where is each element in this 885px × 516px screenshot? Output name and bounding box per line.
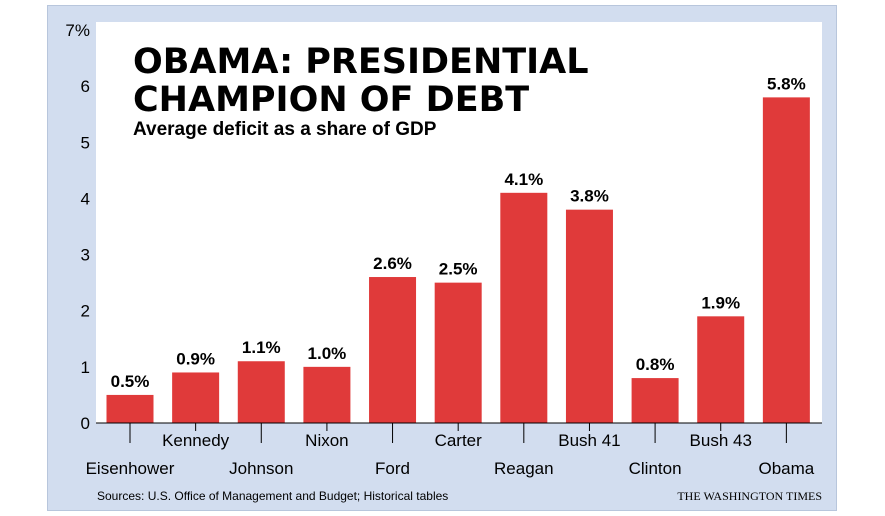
category-label: Ford — [375, 459, 410, 478]
value-label: 4.1% — [504, 170, 543, 189]
bar-bush-41 — [565, 209, 613, 423]
y-tick-label: 5 — [81, 133, 90, 152]
y-tick-label: 4 — [81, 189, 90, 208]
category-label: Nixon — [305, 431, 348, 450]
value-label: 2.6% — [373, 254, 412, 273]
value-labels: 0.5% 0.9% 1.1% 1.0% 2.6% 2.5% 4.1% 3.8% 0.8% 1.9%… — [111, 74, 806, 391]
bar-clinton — [631, 378, 679, 423]
chart-title-line-2: CHAMPION OF DEBT — [133, 80, 529, 120]
value-label: 1.9% — [701, 293, 740, 312]
x-axis-categories: Eisenhower Kennedy Johnson Nixon Ford Carter R… — [86, 431, 815, 478]
category-label: Obama — [758, 459, 814, 478]
value-label: 1.0% — [308, 344, 347, 363]
value-label: 5.8% — [767, 74, 806, 93]
category-label: Bush 43 — [690, 431, 752, 450]
y-axis-ticks: 0 1 2 3 4 5 6 7% — [65, 21, 90, 433]
y-tick-label: 6 — [81, 77, 90, 96]
chart-subtitle: Average deficit as a share of GDP — [133, 119, 437, 140]
y-tick-label: 3 — [81, 246, 90, 265]
category-label: Eisenhower — [86, 459, 175, 478]
chart-title-line-1: OBAMA: PRESIDENTIAL — [133, 42, 589, 82]
bar-nixon — [303, 366, 351, 423]
category-label: Reagan — [494, 459, 554, 478]
y-tick-label: 2 — [81, 302, 90, 321]
value-label: 0.5% — [111, 372, 150, 391]
y-tick-label: 0 — [81, 414, 90, 433]
bar-carter — [434, 282, 482, 423]
bar-ford — [369, 277, 417, 423]
bars — [106, 97, 810, 423]
category-label: Clinton — [629, 459, 682, 478]
x-axis-ticks — [129, 423, 787, 443]
bar-bush-43 — [697, 316, 745, 423]
publisher-credit: THE WASHINGTON TIMES — [677, 489, 822, 503]
source-note: Sources: U.S. Office of Management and B… — [97, 489, 448, 503]
category-label: Bush 41 — [558, 431, 620, 450]
bar-eisenhower — [106, 394, 154, 423]
category-label: Kennedy — [162, 431, 230, 450]
bar-reagan — [500, 192, 548, 423]
value-label: 0.9% — [176, 349, 215, 368]
value-label: 0.8% — [636, 355, 675, 374]
value-label: 2.5% — [439, 260, 478, 279]
y-tick-label: 1 — [81, 358, 90, 377]
category-label: Carter — [435, 431, 483, 450]
bar-kennedy — [172, 372, 220, 423]
value-label: 1.1% — [242, 338, 281, 357]
value-label: 3.8% — [570, 187, 609, 206]
bar-obama — [762, 97, 810, 423]
y-tick-label: 7% — [65, 21, 90, 40]
category-label: Johnson — [229, 459, 293, 478]
bar-johnson — [237, 361, 285, 423]
